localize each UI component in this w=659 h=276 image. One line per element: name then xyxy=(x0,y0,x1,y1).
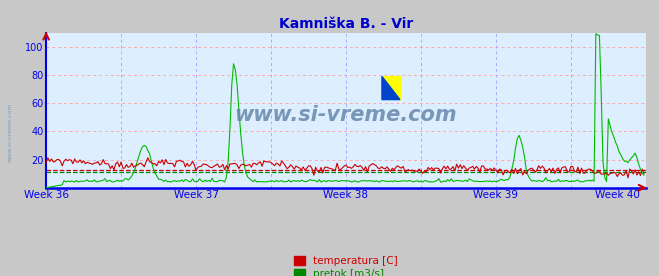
Polygon shape xyxy=(382,76,400,100)
Polygon shape xyxy=(382,76,400,100)
Text: www.si-vreme.com: www.si-vreme.com xyxy=(8,103,13,162)
Text: www.si-vreme.com: www.si-vreme.com xyxy=(235,105,457,125)
Legend: temperatura [C], pretok [m3/s]: temperatura [C], pretok [m3/s] xyxy=(290,252,402,276)
Title: Kamniška B. - Vir: Kamniška B. - Vir xyxy=(279,17,413,31)
